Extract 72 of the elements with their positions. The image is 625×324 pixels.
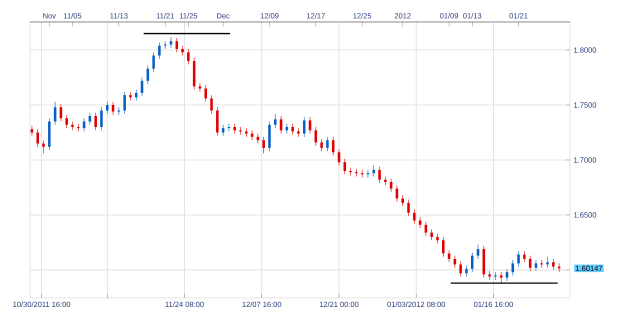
candlestick [430,228,433,241]
candlestick [268,121,271,152]
candlestick [308,116,312,134]
candlestick [88,112,92,126]
candlestick [332,136,334,156]
candlestick [222,124,224,136]
candlestick [442,236,445,258]
candlestick [112,101,114,116]
candlestick [60,104,62,122]
candlestick [239,126,242,135]
candlestick [413,209,416,224]
candlestick [407,199,410,216]
candlestick [506,268,508,282]
candlestick [210,94,213,114]
candlestick [158,42,161,60]
candlestick [349,167,352,176]
candlestick [123,92,126,114]
candlestick [546,256,549,268]
candlestick [100,106,103,131]
candlestick [448,250,450,263]
candlestick [94,112,97,131]
candlestick [152,52,155,72]
candlestick [216,106,219,136]
candlestick [302,116,306,138]
candlestick [187,48,190,65]
candlestick [233,123,236,134]
candlestick [401,194,404,206]
candlestick [378,166,381,184]
candlestick [390,178,392,192]
candlestick [262,136,265,154]
candlestick [198,82,202,92]
candlestick [470,252,474,272]
candlestick [459,260,462,277]
candlestick [297,128,300,138]
candlestick [436,233,439,244]
candlestick [204,84,208,102]
candlestick [523,250,526,263]
candlestick [326,136,329,152]
candlestick [129,92,132,101]
candlestick [338,148,340,166]
candlestick [170,36,172,48]
candlestick [344,158,346,175]
candlestick [476,244,480,260]
candlestick [512,260,514,276]
candlestick [286,123,288,134]
candlestick [54,101,56,126]
candlestick [65,114,68,128]
candlestick [418,216,422,228]
candlestick [30,126,34,136]
candlestick [280,116,282,134]
candlestick [291,123,294,135]
candlestick [274,114,277,128]
candlestick [250,130,254,140]
candlestick [320,138,323,152]
candlestick [314,126,318,146]
candlestick [42,140,45,154]
candlestick [528,255,532,272]
candlestick [106,101,109,114]
candlestick [71,121,74,131]
candlestick [176,38,178,53]
candlestick [517,250,520,267]
candlestick [396,184,398,202]
candlestick [454,255,456,268]
candlestick [146,65,150,84]
candlestick [552,258,555,270]
candlestick [140,77,144,97]
candlestick [366,170,370,178]
candlestick [424,221,428,236]
candlestick [82,118,86,132]
candlestick [134,89,138,101]
candlestick [36,128,40,148]
candlestick [500,272,502,284]
